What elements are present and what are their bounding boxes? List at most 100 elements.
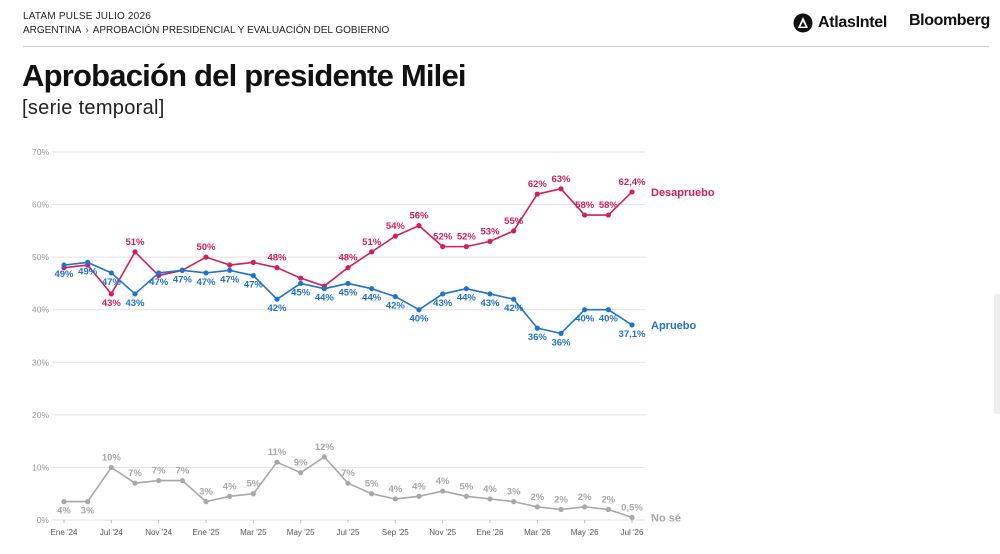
data-point-nose [582,504,588,510]
data-point-nose [392,496,398,502]
data-label-desaprueba: 52% [457,232,477,243]
data-point-aprueba [345,280,351,287]
data-point-aprueba [629,322,635,328]
atlasintel-mark-icon [793,13,813,33]
x-tick-label: May '25 [287,528,315,537]
chart-subtitle: [serie temporal] [22,97,165,119]
data-point-nose [156,477,162,484]
data-label-desaprueba: 58% [575,200,595,211]
data-point-nose [179,477,185,484]
data-label-aprueba: 40% [599,314,619,325]
data-point-aprueba [274,296,280,302]
data-point-desaprueba [629,189,635,195]
data-label-desaprueba: 48% [267,253,287,264]
data-point-desaprueba [511,228,517,234]
data-label-nose: 4% [412,481,426,492]
data-label-desaprueba: 51% [362,237,382,248]
data-point-desaprueba [132,249,138,255]
data-label-desaprueba: 63% [551,174,571,185]
y-tick-label: 50% [32,252,49,262]
data-label-desaprueba: 52% [433,232,453,243]
data-point-desaprueba [605,212,611,218]
data-label-desaprueba: 43% [102,298,122,309]
data-point-aprueba [85,259,91,265]
data-point-nose [345,480,351,486]
data-point-desaprueba [534,191,540,197]
data-point-aprueba [227,267,233,273]
chart-title: Aprobación del presidente Milei [22,58,467,93]
data-point-desaprueba [345,265,351,271]
data-label-aprueba: 47% [196,277,216,288]
data-point-nose [463,493,469,499]
data-label-nose: 4% [57,506,71,517]
side-scroll-tab[interactable] [994,294,1000,414]
data-point-aprueba [511,296,517,302]
data-label-desaprueba: 51% [125,237,145,248]
y-tick-label: 40% [32,305,49,315]
x-tick-label: Nov '25 [429,528,456,537]
data-label-nose: 2% [554,494,568,505]
breadcrumb: ARGENTINA › APROBACIÓN PRESIDENCIAL Y EVAL… [23,25,389,36]
data-point-desaprueba [203,254,209,260]
data-label-aprueba: 44% [315,293,335,304]
data-label-nose: 2% [601,494,615,505]
data-label-desaprueba: 54% [386,221,406,232]
x-tick-label: Ene '26 [477,528,504,537]
data-point-aprueba [298,280,304,287]
data-label-nose: 5% [459,481,473,492]
data-label-nose: 2% [578,492,592,503]
x-tick-label: Jul '26 [621,528,644,537]
data-label-desaprueba: 50% [196,242,216,253]
data-label-aprueba: 49% [54,269,74,280]
data-label-aprueba: 44% [362,293,382,304]
data-label-aprueba: 40% [575,314,595,325]
bloomberg-logo: Bloomberg [909,12,990,29]
data-point-nose [487,496,493,502]
data-point-nose [369,491,375,497]
series-name-desaprueba: Desapruebo [651,187,715,199]
data-label-aprueba: 44% [457,293,477,304]
data-point-nose [534,504,540,510]
y-tick-label: 20% [32,410,49,420]
data-label-nose: 3% [199,487,213,498]
atlasintel-logo-text: AtlasIntel [818,14,888,31]
data-point-desaprueba [108,291,114,297]
data-label-aprueba: 37,1% [619,329,646,340]
data-point-desaprueba [416,223,422,229]
data-label-nose: 3% [507,487,521,498]
data-label-desaprueba: 58% [599,200,619,211]
y-tick-label: 60% [32,200,49,210]
data-label-desaprueba: 62,4% [619,177,646,188]
data-point-desaprueba [250,259,256,265]
data-label-aprueba: 47% [102,277,122,288]
data-label-aprueba: 36% [551,337,571,348]
data-label-nose: 7% [341,468,355,479]
y-tick-label: 70% [32,147,49,157]
data-label-aprueba: 47% [244,280,264,291]
data-point-aprueba [250,272,256,279]
x-tick-label: Jul '25 [337,528,360,537]
data-label-aprueba: 40% [409,314,429,325]
data-label-aprueba: 47% [173,274,193,285]
series-name-aprueba: Apruebo [651,320,697,332]
data-point-nose [108,464,114,471]
data-label-desaprueba: 56% [409,211,429,222]
data-label-nose: 5% [365,479,379,490]
data-label-nose: 4% [223,481,237,492]
series-name-nose: No sé [651,512,681,524]
data-point-aprueba [440,291,446,297]
data-label-desaprueba: 53% [480,226,500,237]
data-label-nose: 7% [175,466,189,477]
data-point-nose [629,514,635,520]
data-point-desaprueba [274,265,280,271]
data-label-aprueba: 42% [504,303,524,314]
atlasintel-logo: AtlasIntel [793,12,887,34]
data-point-desaprueba [582,212,588,218]
data-label-nose: 12% [315,442,335,453]
data-point-aprueba [392,293,398,300]
data-label-nose: 5% [246,479,260,490]
data-label-nose: 0,5% [621,502,643,513]
data-point-desaprueba [369,249,375,255]
data-label-nose: 7% [128,468,142,479]
